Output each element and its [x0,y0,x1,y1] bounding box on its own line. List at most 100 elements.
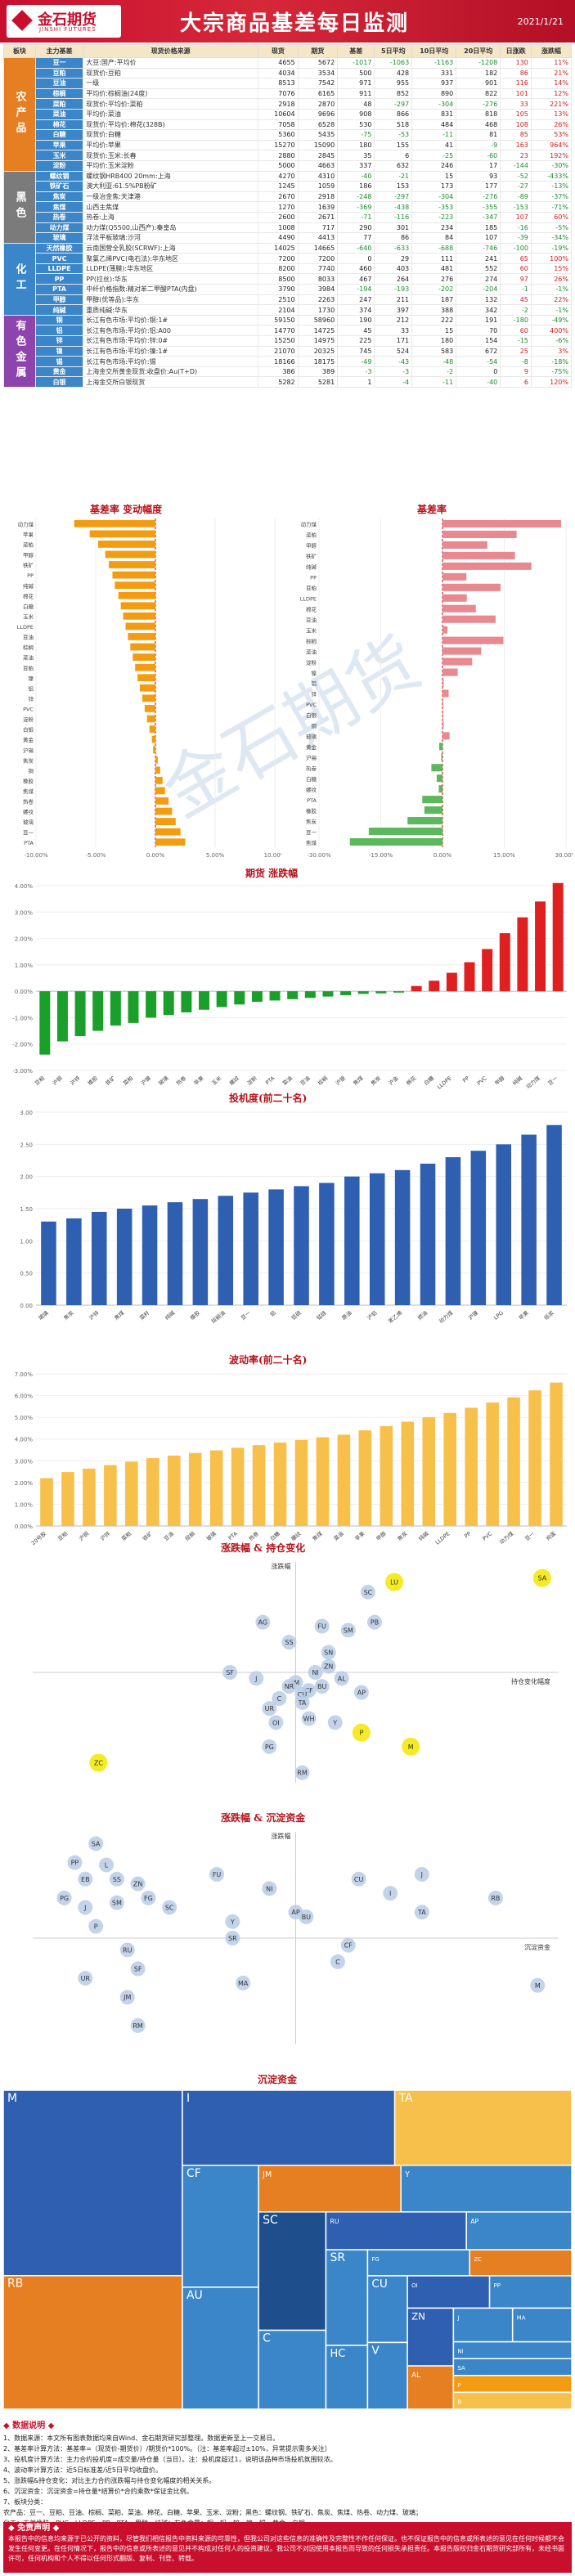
bubble [162,1900,177,1915]
bar [155,766,160,774]
bubble-label: SM [344,1627,353,1634]
table-row: 玻璃 浮法平板玻璃:沙河 4490 4413 77 86 84 107 -39 -34% [4,232,573,244]
bubble [330,1954,345,1969]
table-cell: 14025 [258,242,299,254]
table-cell: 274 [456,273,501,285]
x-axis-label: 沉淀资金 [524,1943,550,1951]
table-cell: -433% [530,170,573,182]
bar [112,571,155,579]
table-cell: 8500 [258,273,299,285]
bar [155,828,181,836]
table-header-cell: 5日平均 [374,44,413,58]
x-tick-label: 沪锌 [88,1308,101,1322]
y-tick-label: 苹果 [23,531,34,538]
table-cell: 116 [500,78,532,89]
table-cell: 397 [374,304,413,316]
logo-en-text: JINSHI FUTURES [39,26,97,33]
table-cell: -688 [411,242,457,254]
bubble1-title: 涨跌幅 & 持仓变化 [221,1542,306,1554]
table-row: 淀粉 平均价:玉米淀粉 5000 4663 337 632 246 17 -144 -30% [4,159,573,172]
bubble [249,1671,264,1686]
commodity-name: 豆一 [34,57,84,69]
y-tick-label: 淀粉 [23,716,34,723]
x-tick-label: -10.00% [24,852,48,859]
bubble [56,1890,72,1905]
treemap-cell [465,2211,572,2251]
treemap-chart: M RB I TA CF AU JM Y SC C RU AP SR HC FG ZC CU V OI PP ZN AL J… [3,2090,572,2409]
bubble-label: CU [354,1876,364,1883]
bar [167,1455,181,1526]
note-line: 2、基差率计算方法：基差率=（现货价-期货价）/期货价*100%。（注：基差率超… [3,2445,331,2453]
table-row: 棕榈 平均价:棕榈油(24度) 7076 6165 911 852 890 822 101 12% [4,88,573,100]
table-cell: 7200 [297,253,339,264]
treemap-label: PP [494,2282,501,2289]
x-tick-label: -15.00% [369,852,393,859]
y-tick-label: PTA [307,797,317,804]
table-cell: -4 [374,376,413,388]
table-cell: 45 [337,325,375,337]
bar [446,972,457,992]
table-cell: 120% [530,376,573,388]
company-logo: 金石期货 JINSHI FUTURES [7,5,121,38]
table-cell: 4270 [258,170,299,182]
bar [550,1382,563,1526]
table-cell: -48 [411,356,457,367]
note-line: 4、波动率计算方法：近5日标准差/近5日平均收盘价。 [3,2466,162,2474]
bubble [314,1679,330,1694]
table-cell: 186 [337,181,375,192]
bar [442,583,501,591]
table-row: 铁矿石 澳大利亚:61.5%PB粉矿 1245 1059 186 153 173 177 -27… [4,181,573,192]
commodity-name: 菜粕 [34,98,84,110]
bubble-label: SS [285,1639,293,1646]
bar [393,991,404,993]
table-cell: -39 [500,232,532,244]
table-cell: 822 [456,88,501,100]
bar [344,1176,360,1305]
notes-lines: 1、数据来源：本文所有图表数据均来自Wind、金石期货研究部整理。数据更新至上一… [3,2433,572,2529]
y-tick-label: 纯碱 [306,563,317,571]
bubble-label: FU [213,1871,222,1878]
y-tick-label: 玉米 [23,613,34,620]
bubble-label: L [105,1861,109,1869]
table-cell: 65 [500,253,532,264]
bar [105,550,155,559]
x-tick-label: 焦煤 [113,1308,126,1322]
bubble [360,1584,375,1600]
table-cell: 53% [530,129,573,141]
y-tick-label: 4.00% [15,1437,34,1443]
table-header-cell: 现货 [258,44,299,58]
table-cell: 374 [337,304,375,316]
bubble [109,1871,124,1887]
table-cell: 130 [500,57,532,69]
table-cell: 901 [456,78,501,89]
notes-heading: ◆ 数据说明 ◆ [3,2421,55,2430]
table-cell: -53 [374,129,413,141]
bubble [321,1658,336,1674]
treemap-cell [182,2090,396,2166]
table-cell: 403 [374,263,413,275]
bubble [89,1753,108,1772]
x-tick-label: 5.00% [206,852,225,859]
data-notes: ◆ 数据说明 ◆ 1、数据来源：本文所有图表数据均来自Wind、金石期货研究部整… [3,2421,572,2529]
bubble-label: NI [266,1885,272,1892]
treemap-label: HC [330,2348,345,2360]
note-line: 5、涨跌幅&持仓变化：对比主力合约涨跌幅与持仓变化幅度的相关关系。 [3,2477,216,2484]
x-tick-label: 0.00% [433,852,452,859]
basis-rate-chart: -30.00% -15.00% 0.00% 15.00% 30.00% 动力煤菜粕甲醇铁矿… [300,518,573,859]
bar [125,1461,138,1526]
y-tick-label: 0.00 [20,1303,33,1309]
bubble [532,1568,551,1587]
y-tick-label: 动力煤 [301,521,317,528]
bubble-label: M [408,1744,414,1751]
table-cell: 23 [500,150,532,161]
table-cell: -71 [337,211,375,223]
bar [97,541,155,548]
bubble [67,1855,83,1870]
table-cell: 15 [411,325,457,337]
bubble-label: P [359,1730,363,1737]
table-header-cell: 20日平均 [456,44,501,58]
x-tick-label: 燃油 [416,1309,429,1322]
bar [442,572,467,581]
bar [411,985,422,992]
spot-source: 现货价:平均价:棉花(328B) [83,119,259,131]
